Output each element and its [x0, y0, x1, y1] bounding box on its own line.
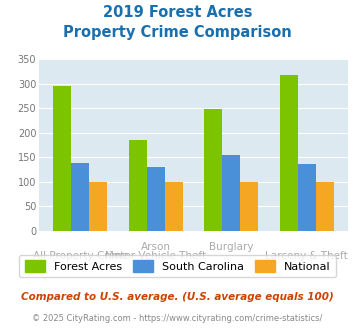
Bar — [297, 164, 316, 231]
Bar — [71, 163, 89, 231]
Legend: Forest Acres, South Carolina, National: Forest Acres, South Carolina, National — [19, 255, 336, 277]
Bar — [316, 182, 334, 231]
Text: All Property Crime: All Property Crime — [33, 250, 128, 261]
Text: © 2025 CityRating.com - https://www.cityrating.com/crime-statistics/: © 2025 CityRating.com - https://www.city… — [32, 314, 323, 323]
Bar — [129, 140, 147, 231]
Bar — [222, 155, 240, 231]
Bar — [53, 86, 71, 231]
Text: Arson: Arson — [141, 242, 171, 252]
Bar — [204, 110, 222, 231]
Text: Larceny & Theft: Larceny & Theft — [265, 250, 348, 261]
Text: Compared to U.S. average. (U.S. average equals 100): Compared to U.S. average. (U.S. average … — [21, 292, 334, 302]
Bar — [147, 167, 165, 231]
Text: 2019 Forest Acres: 2019 Forest Acres — [103, 5, 252, 20]
Text: Motor Vehicle Theft: Motor Vehicle Theft — [105, 250, 206, 261]
Bar — [279, 75, 297, 231]
Bar — [165, 182, 183, 231]
Text: Property Crime Comparison: Property Crime Comparison — [63, 25, 292, 40]
Bar — [240, 182, 258, 231]
Text: Burglary: Burglary — [209, 242, 253, 252]
Bar — [89, 182, 108, 231]
